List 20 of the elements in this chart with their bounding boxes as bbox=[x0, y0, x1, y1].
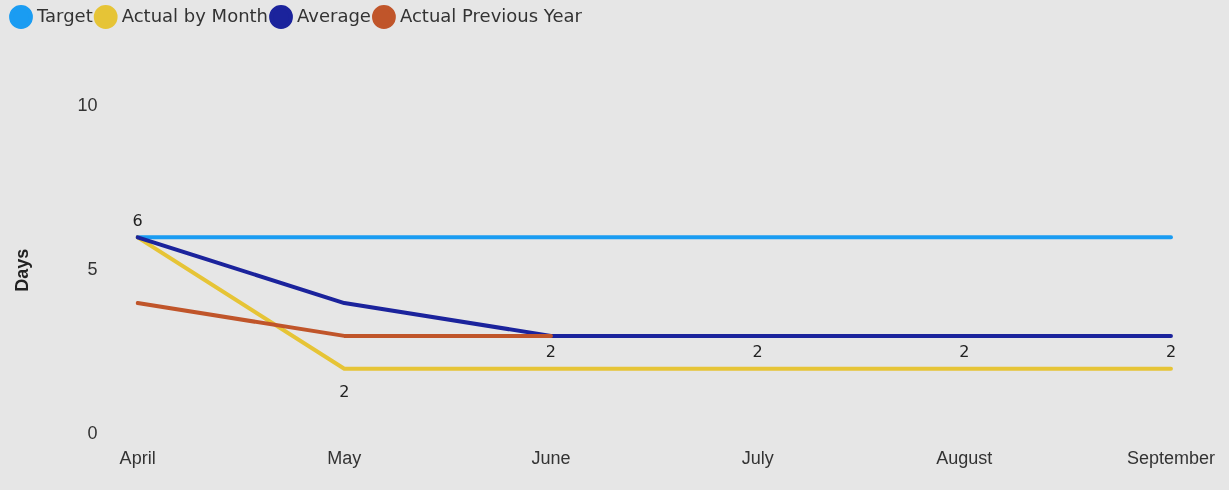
x-tick-label: May bbox=[327, 448, 362, 469]
data-label: 6 bbox=[132, 210, 143, 230]
data-label: 2 bbox=[959, 341, 970, 361]
x-tick-label: April bbox=[119, 448, 156, 469]
data-label: 2 bbox=[1165, 341, 1177, 361]
data-label: 2 bbox=[545, 341, 557, 361]
y-tick-label: 10 bbox=[77, 94, 98, 115]
data-label: 2 bbox=[752, 341, 763, 361]
x-tick-label: August bbox=[936, 448, 993, 469]
x-tick-label: September bbox=[1126, 448, 1216, 469]
data-label: 2 bbox=[339, 381, 350, 401]
legend-label: Average bbox=[297, 4, 371, 26]
y-tick-label: 0 bbox=[87, 423, 98, 444]
legend-label: Actual Previous Year bbox=[399, 4, 583, 26]
legend-label: Actual by Month bbox=[121, 4, 269, 26]
x-tick-label: July bbox=[741, 448, 774, 469]
legend-label: Target bbox=[36, 4, 93, 26]
x-tick-label: June bbox=[531, 448, 571, 469]
y-axis-title: Days bbox=[11, 248, 32, 292]
y-tick-label: 5 bbox=[87, 259, 98, 280]
